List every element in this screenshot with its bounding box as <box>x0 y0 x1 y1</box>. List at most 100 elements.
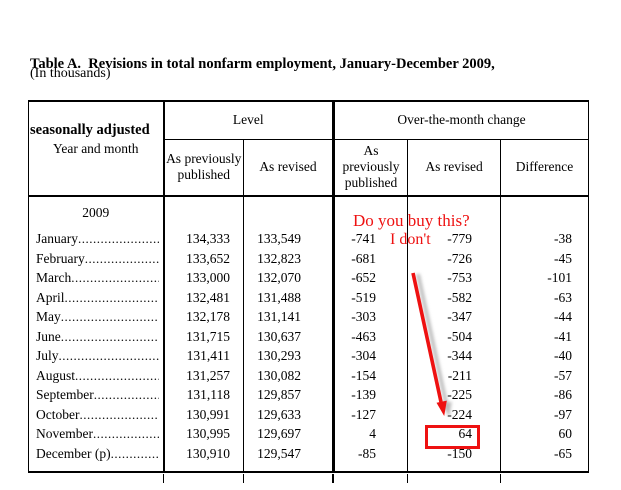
col-header-difference: Difference <box>500 139 589 197</box>
level-revised-cell: 132,070 <box>243 268 336 288</box>
level-prev-cell: 132,481 <box>163 287 244 307</box>
month-label: February <box>36 250 85 266</box>
otm-revised-cell: -347 <box>407 307 502 327</box>
level-revised-cell: 132,823 <box>243 248 336 268</box>
title-line-1: Table A. Revisions in total nonfarm empl… <box>30 56 495 72</box>
level-revised-cell: 129,547 <box>243 443 336 463</box>
otm-prev-cell: 4 <box>333 424 409 444</box>
dot-leader <box>93 424 159 444</box>
month-label: March <box>36 270 72 285</box>
month-label: January <box>36 231 78 246</box>
col-header-level-as-revised: As revised <box>243 139 336 197</box>
annotation-arrow-icon <box>411 272 447 416</box>
month-label: June <box>36 328 61 344</box>
level-prev-cell: 131,411 <box>163 346 244 366</box>
empty-cell <box>163 196 244 229</box>
column-header-row: As previously published As revised As pr… <box>29 139 589 197</box>
empty-cell <box>333 196 409 229</box>
difference-cell: 60 <box>558 426 573 441</box>
difference-cell: -57 <box>554 367 573 383</box>
dot-leader <box>59 346 159 366</box>
units-note: (In thousands) <box>30 66 111 81</box>
otm-prev-cell: -85 <box>333 443 409 463</box>
otm-revised-cell: -225 <box>407 385 502 405</box>
empty-cell <box>243 196 336 229</box>
level-prev-cell: 130,995 <box>163 424 244 444</box>
empty-cell <box>407 463 502 472</box>
month-cell: June <box>28 326 165 346</box>
level-revised-cell: 130,293 <box>243 346 336 366</box>
otm-revised-cell: -726 <box>407 248 502 268</box>
bottom-spacer-row <box>28 463 589 472</box>
dot-leader <box>85 249 159 269</box>
level-prev-cell: 133,000 <box>163 268 244 288</box>
month-label: July <box>36 348 59 363</box>
level-prev-cell: 131,715 <box>163 326 244 346</box>
otm-revised-cell: -224 <box>407 404 502 424</box>
month-cell: February <box>28 248 165 269</box>
month-label: May <box>36 309 61 324</box>
col-header-otm-as-previously-published: As previously published <box>333 139 409 197</box>
level-revised-cell: 129,857 <box>243 385 336 405</box>
month-cell: January <box>28 229 165 249</box>
otm-prev-cell: -303 <box>333 307 409 327</box>
otm-revised-cell: -504 <box>407 326 502 346</box>
column-rule-tick <box>331 474 334 483</box>
level-revised-cell: 131,141 <box>243 307 336 327</box>
revisions-table: Year and month Level Over-the-month chan… <box>28 100 590 473</box>
level-prev-cell: 131,257 <box>163 365 244 385</box>
annotation-question-text: Do you buy this? <box>353 211 470 230</box>
level-revised-cell: 130,637 <box>243 326 336 346</box>
difference-cell: -97 <box>554 406 573 422</box>
month-cell: August <box>28 365 165 386</box>
difference-cell: -44 <box>554 309 573 324</box>
empty-cell <box>501 196 589 229</box>
difference-cell: -40 <box>554 348 573 363</box>
month-cell: May <box>28 307 165 327</box>
month-label: December (p) <box>36 445 111 461</box>
col-header-otm-as-revised: As revised <box>407 139 502 197</box>
month-cell: December (p) <box>28 443 165 464</box>
month-cell: April <box>28 287 165 307</box>
otm-revised-cell: -582 <box>407 287 502 307</box>
otm-prev-cell: -652 <box>333 268 409 288</box>
otm-prev-cell: -519 <box>333 287 409 307</box>
level-revised-cell: 129,697 <box>243 424 336 444</box>
difference-cell: -41 <box>554 328 573 344</box>
level-prev-cell: 132,178 <box>163 307 244 327</box>
difference-cell: -63 <box>554 289 573 305</box>
month-label: April <box>36 289 65 305</box>
otm-prev-cell: -681 <box>333 248 409 268</box>
annotation-answer-text: I don't <box>390 231 431 248</box>
dot-leader <box>111 444 159 464</box>
otm-prev-cell: -304 <box>333 346 409 366</box>
empty-cell <box>501 463 589 472</box>
group-header-level: Level <box>163 101 336 140</box>
empty-cell <box>28 463 165 472</box>
month-label: November <box>36 426 93 441</box>
empty-cell <box>333 463 409 472</box>
month-cell: July <box>28 346 165 366</box>
dot-leader <box>94 385 159 405</box>
otm-prev-cell: -154 <box>333 365 409 385</box>
month-label: September <box>36 387 94 402</box>
level-prev-cell: 133,652 <box>163 248 244 268</box>
year-row: 2009 <box>28 196 589 229</box>
group-header-row: Year and month Level Over-the-month chan… <box>28 101 589 197</box>
dot-leader <box>78 229 159 249</box>
difference-cell: -45 <box>554 250 573 266</box>
level-revised-cell: 129,633 <box>243 404 336 424</box>
month-cell: March <box>28 268 165 288</box>
month-cell: October <box>28 404 165 424</box>
empty-cell <box>163 463 244 472</box>
dot-leader <box>75 366 158 386</box>
month-cell: September <box>28 385 165 405</box>
